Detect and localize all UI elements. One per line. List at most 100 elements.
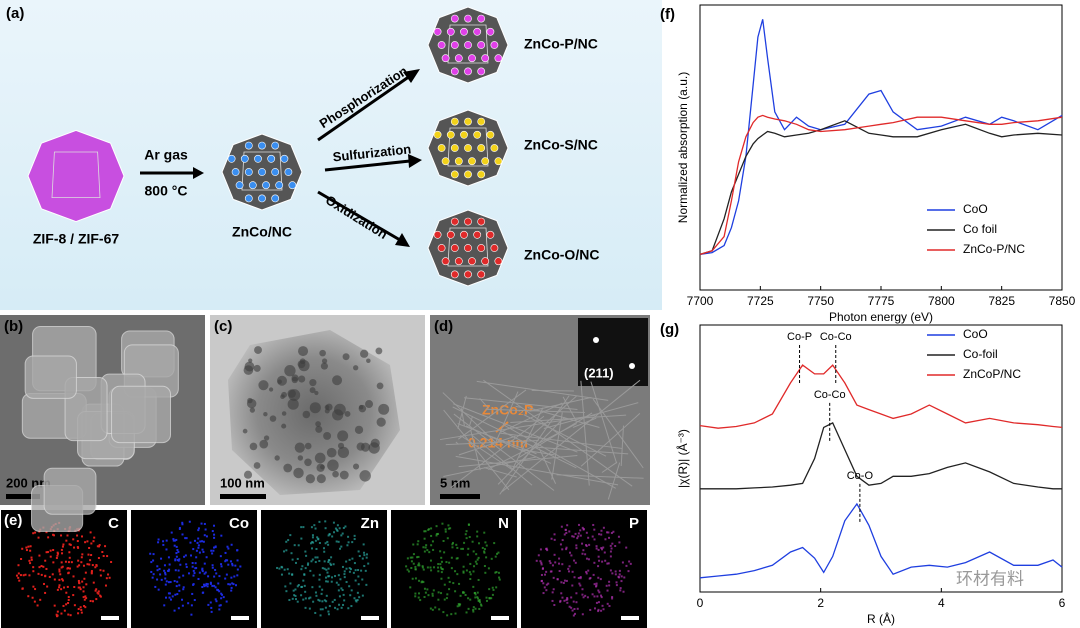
signal [318,585,321,588]
signal [353,597,356,600]
signal [175,552,178,555]
signal [304,597,307,600]
signal [212,549,215,552]
signal [483,550,486,553]
signal [163,569,166,572]
nanoparticle [437,244,446,252]
signal [545,547,548,550]
signal [627,570,630,573]
signal [345,581,348,584]
signal [328,605,331,608]
signal [477,556,480,559]
signal [165,548,168,551]
signal [232,583,235,586]
signal [198,551,201,554]
signal [558,557,561,560]
signal [29,545,32,548]
signal [214,586,217,589]
nanoparticle [441,157,450,166]
pore [344,411,351,417]
signal [62,604,65,607]
signal [317,598,320,601]
nanoparticle [494,157,503,166]
eds-maps: C Co Zn N P [1,510,647,628]
signal [92,581,95,584]
signal [458,582,461,585]
pore [339,470,349,480]
signal [614,570,617,573]
pore [327,459,339,472]
signal [571,535,574,538]
signal [478,542,481,545]
signal [353,538,356,541]
signal [347,541,350,544]
signal [324,542,327,545]
x-tick-label: 2 [817,596,824,610]
nanoparticle [280,154,289,163]
signal [553,553,556,556]
facet [51,151,101,199]
signal [163,564,166,567]
signal [435,534,438,537]
x-tick-label: 7775 [868,294,895,308]
pore [254,346,262,354]
signal [234,584,237,587]
signal [276,566,279,569]
signal [307,562,310,565]
signal [423,587,426,590]
annotation-label: Co-Co [814,389,846,401]
signal [327,613,330,616]
x-tick-label: 7800 [928,294,955,308]
signal [92,540,95,543]
signal [27,595,30,598]
signal [567,567,570,570]
signal [76,565,79,568]
signal [61,552,64,555]
watermark: 环材有料 [956,569,1024,588]
signal [328,533,331,536]
signal [281,566,284,569]
pore [360,349,369,358]
signal [362,543,365,546]
signal [193,539,196,542]
signal [585,572,588,575]
signal [338,595,341,598]
signal [78,586,81,589]
signal [32,566,35,569]
signal [563,533,566,536]
signal [225,600,228,603]
pore [315,421,321,427]
signal [347,607,350,610]
signal [291,597,294,600]
signal [587,558,590,561]
signal [606,589,609,592]
signal [323,599,326,602]
signal [326,540,329,543]
signal [358,596,361,599]
signal [602,526,605,529]
signal [81,535,84,538]
pore [314,390,319,396]
signal [150,561,153,564]
signal [149,552,152,555]
signal [172,539,175,542]
signal [191,592,194,595]
nanoparticle [450,217,459,226]
signal [46,585,49,588]
nanoparticle [267,154,276,163]
signal [571,584,574,587]
signal [568,605,571,608]
facet [447,227,489,267]
signal [302,526,305,529]
signal [549,562,552,565]
pore [314,452,326,464]
signal [360,569,363,572]
signal [622,590,625,593]
signal [321,567,324,570]
fringe [601,461,618,473]
signal [189,541,192,544]
signal [327,567,330,570]
signal [30,558,33,561]
signal [175,538,178,541]
pore [242,428,248,434]
